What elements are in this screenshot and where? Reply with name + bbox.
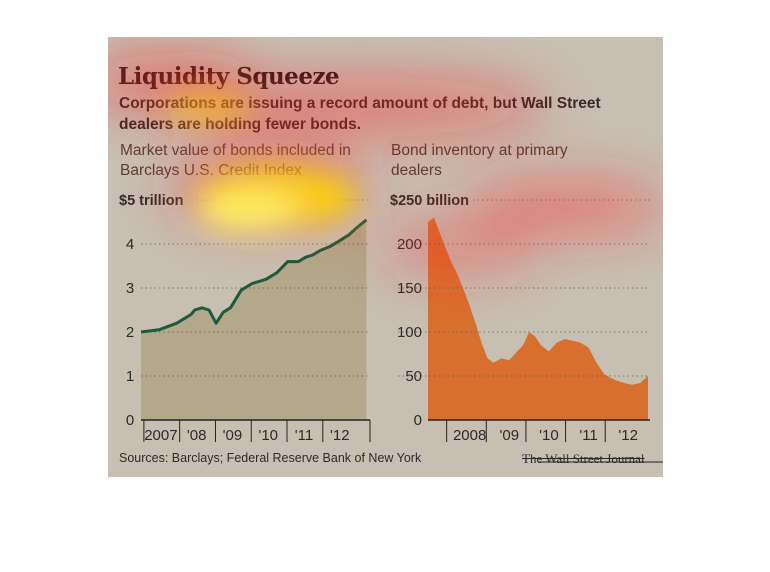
right-x-tick-label: 2008 xyxy=(453,427,486,444)
left-y-tick-label: 4 xyxy=(126,236,134,253)
chart-panel: $5 trillion $250 billion 0 1 2 3 4 0 50 100 150 200… xyxy=(108,37,663,477)
right-y-tick-label: 50 xyxy=(405,368,422,385)
chart-title: Liquidity Squeeze xyxy=(118,63,340,90)
brand-credit: The Wall Street Journal xyxy=(522,451,645,466)
left-chart-title: Market value of bonds included in Barcla… xyxy=(120,142,351,179)
left-x-tick-label: '12 xyxy=(330,427,350,444)
right-chart-title: Bond inventory at primary dealers xyxy=(391,142,568,179)
right-y-tick-label: 150 xyxy=(397,280,422,297)
left-x-tick-label: '10 xyxy=(258,427,278,444)
left-unit-label: $5 trillion xyxy=(119,193,183,209)
left-y-tick-label: 1 xyxy=(126,368,134,385)
right-x-tick-label: '09 xyxy=(500,427,520,444)
right-y-tick-label: 200 xyxy=(397,236,422,253)
right-y-tick-label: 100 xyxy=(397,324,422,341)
left-y-tick-label: 2 xyxy=(126,324,134,341)
right-area xyxy=(428,217,648,420)
left-x-tick-label: '08 xyxy=(187,427,207,444)
left-x-tick-label: 2007 xyxy=(144,427,177,444)
right-y-tick-label: 0 xyxy=(414,412,422,429)
left-series-line xyxy=(140,218,368,334)
right-x-tick-label: '12 xyxy=(618,427,638,444)
left-y-tick-label: 3 xyxy=(126,280,134,297)
right-x-tick-label: '11 xyxy=(579,427,597,444)
right-unit-label: $250 billion xyxy=(390,193,469,209)
source-note: Sources: Barclays; Federal Reserve Bank … xyxy=(119,451,422,465)
left-x-tick-label: '11 xyxy=(295,427,313,444)
left-y-tick-label: 0 xyxy=(126,412,134,429)
left-area xyxy=(141,219,367,420)
chart-subtitle: Corporations are issuing a record amount… xyxy=(119,95,601,133)
left-x-tick-label: '09 xyxy=(223,427,243,444)
right-x-tick-label: '10 xyxy=(539,427,559,444)
